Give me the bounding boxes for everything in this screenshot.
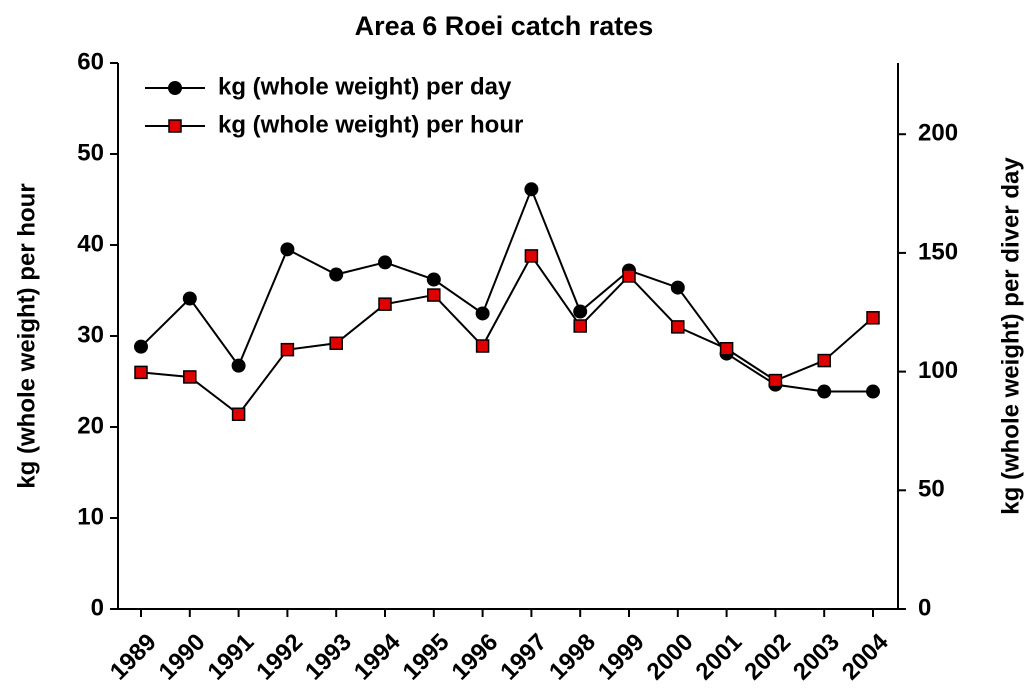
legend-label: kg (whole weight) per hour <box>218 111 523 138</box>
x-tick-label: 1999 <box>593 629 650 686</box>
y-tick-label: 60 <box>77 48 104 75</box>
marker <box>426 272 441 287</box>
x-tick-label: 2000 <box>642 629 699 686</box>
y2-axis-label: kg (whole weight) per diver day <box>997 157 1024 515</box>
marker <box>168 119 182 133</box>
x-tick-label: 1990 <box>154 629 211 686</box>
y2-tick-label: 50 <box>918 476 945 503</box>
legend-label: kg (whole weight) per day <box>218 73 512 100</box>
marker <box>671 320 685 334</box>
marker <box>134 339 148 354</box>
y-tick-label: 40 <box>77 230 104 257</box>
x-tick-label: 2003 <box>788 629 845 686</box>
y-tick-label: 20 <box>77 412 104 439</box>
y2-tick-label: 100 <box>918 357 958 384</box>
x-tick-label: 1993 <box>300 629 357 686</box>
marker <box>573 319 587 333</box>
marker <box>866 384 880 399</box>
marker <box>427 288 441 302</box>
x-tick-label: 1996 <box>446 629 503 686</box>
line <box>140 186 873 393</box>
x-tick-label: 1994 <box>349 628 406 685</box>
marker <box>378 255 392 270</box>
marker <box>719 341 734 356</box>
marker <box>622 269 636 283</box>
marker <box>183 370 197 384</box>
marker <box>475 306 490 321</box>
line <box>140 254 874 416</box>
marker <box>866 311 880 325</box>
y2-tick-label: 0 <box>918 594 931 621</box>
marker <box>329 267 344 282</box>
marker <box>573 304 588 319</box>
marker <box>817 353 831 368</box>
marker <box>168 81 182 95</box>
marker <box>378 297 392 311</box>
y2-tick-label: 200 <box>918 120 958 147</box>
x-tick-label: 2004 <box>837 628 894 685</box>
y-tick-label: 30 <box>77 321 104 348</box>
marker <box>231 358 246 373</box>
x-tick-label: 1991 <box>202 629 259 686</box>
marker <box>280 342 295 357</box>
x-tick-label: 2002 <box>739 629 796 686</box>
x-tick-label: 2001 <box>690 629 747 686</box>
x-tick-label: 1998 <box>544 629 601 686</box>
marker <box>134 365 148 380</box>
marker <box>524 182 539 197</box>
x-tick-label: 1997 <box>495 629 552 686</box>
y2-tick-label: 150 <box>918 238 958 265</box>
marker <box>475 339 490 353</box>
y-tick-label: 10 <box>77 503 104 530</box>
x-tick-label: 1992 <box>251 629 308 686</box>
marker <box>768 373 783 388</box>
chart-title: Area 6 Roei catch rates <box>355 11 654 41</box>
marker <box>182 291 197 306</box>
marker <box>329 336 343 351</box>
x-tick-label: 1995 <box>398 629 455 686</box>
y-tick-label: 0 <box>91 594 104 621</box>
marker <box>280 242 295 257</box>
marker <box>524 249 539 263</box>
y-axis-label: kg (whole weight) per hour <box>13 183 40 488</box>
marker <box>817 384 832 399</box>
x-tick-label: 1989 <box>105 629 162 686</box>
marker <box>231 407 246 422</box>
y-tick-label: 50 <box>77 139 104 166</box>
marker <box>670 280 685 295</box>
